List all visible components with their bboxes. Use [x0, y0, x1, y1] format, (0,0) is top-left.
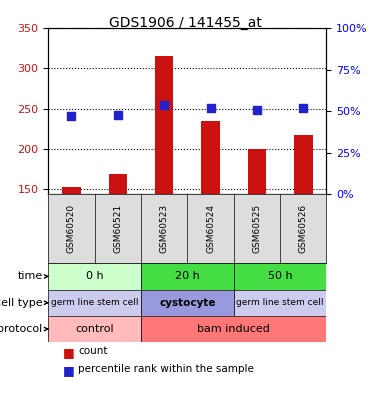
FancyBboxPatch shape [48, 263, 141, 290]
Bar [201, 121, 220, 194]
Text: GSM60526: GSM60526 [299, 204, 308, 254]
Point [208, 105, 214, 111]
Text: GSM60523: GSM60523 [160, 204, 169, 254]
Point [254, 107, 260, 113]
FancyBboxPatch shape [48, 290, 141, 316]
Point [115, 111, 121, 118]
Text: time: time [17, 271, 43, 281]
Text: control: control [75, 324, 114, 334]
Text: cystocyte: cystocyte [159, 298, 216, 308]
Text: germ line stem cell: germ line stem cell [236, 298, 324, 307]
Bar [109, 174, 127, 194]
Bar [155, 55, 174, 194]
Bar [248, 149, 266, 194]
FancyBboxPatch shape [234, 290, 326, 316]
Text: cell type: cell type [0, 298, 43, 308]
Text: GDS1906 / 141455_at: GDS1906 / 141455_at [109, 16, 262, 30]
Text: GSM60521: GSM60521 [113, 204, 122, 254]
Point [69, 113, 75, 119]
FancyBboxPatch shape [141, 316, 326, 342]
Text: percentile rank within the sample: percentile rank within the sample [78, 364, 254, 375]
Text: GSM60524: GSM60524 [206, 205, 215, 253]
Text: ■: ■ [63, 364, 75, 377]
Bar [294, 135, 312, 194]
Bar [62, 187, 81, 194]
FancyBboxPatch shape [141, 290, 234, 316]
Text: germ line stem cell: germ line stem cell [51, 298, 138, 307]
Text: 50 h: 50 h [268, 271, 292, 281]
FancyBboxPatch shape [141, 263, 234, 290]
Point [161, 102, 167, 108]
Text: GSM60525: GSM60525 [252, 204, 262, 254]
Text: 0 h: 0 h [86, 271, 104, 281]
Text: 20 h: 20 h [175, 271, 200, 281]
Text: ■: ■ [63, 346, 75, 359]
Text: bam induced: bam induced [197, 324, 270, 334]
Point [301, 105, 306, 111]
Text: GSM60520: GSM60520 [67, 204, 76, 254]
FancyBboxPatch shape [234, 263, 326, 290]
Text: protocol: protocol [0, 324, 43, 334]
Text: count: count [78, 346, 108, 356]
FancyBboxPatch shape [48, 316, 141, 342]
